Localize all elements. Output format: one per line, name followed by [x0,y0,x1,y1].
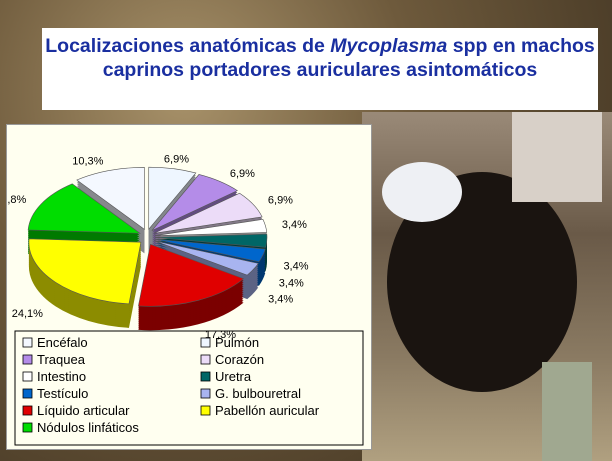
legend-swatch [201,389,210,398]
data-label: 6,9% [268,194,293,206]
legend-swatch [23,372,32,381]
legend-swatch [201,355,210,364]
legend-swatch [201,338,210,347]
legend-label: Encéfalo [37,335,88,350]
data-label: 3,4% [282,219,307,231]
legend-swatch [201,406,210,415]
chart-title: Localizaciones anatómicas de Mycoplasma … [42,28,598,110]
slide: Localizaciones anatómicas de Mycoplasma … [0,0,612,461]
legend-label: Pabellón auricular [215,403,320,418]
legend-label: Testículo [37,386,88,401]
legend-swatch [23,389,32,398]
legend-swatch [23,406,32,415]
chart: 10,3%6,9%6,9%6,9%3,4%3,4%3,4%3,4%17,3%24… [7,125,371,449]
legend-label: Corazón [215,352,264,367]
data-label: 6,9% [230,168,255,180]
data-label: 6,9% [164,153,189,165]
legend-label: G. bulbouretral [215,386,301,401]
photo [362,112,612,461]
legend-swatch [23,423,32,432]
legend-swatch [201,372,210,381]
legend-swatch [23,338,32,347]
data-label: 13,8% [7,194,27,206]
legend-label: Nódulos linfáticos [37,420,139,435]
legend-label: Uretra [215,369,252,384]
photo-art [362,112,612,461]
legend-label: Intestino [37,369,86,384]
legend-label: Traquea [37,352,86,367]
legend-swatch [23,355,32,364]
data-label: 24,1% [12,308,43,320]
legend-label: Pulmón [215,335,259,350]
data-label: 3,4% [283,260,308,272]
title-part: Localizaciones anatómicas de [45,35,330,57]
title-part: Mycoplasma [330,35,447,57]
chart-area: 10,3%6,9%6,9%6,9%3,4%3,4%3,4%3,4%17,3%24… [6,124,372,450]
legend-label: Líquido articular [37,403,130,418]
data-label: 3,4% [279,277,304,289]
data-label: 3,4% [268,293,293,305]
data-label: 10,3% [72,156,103,168]
